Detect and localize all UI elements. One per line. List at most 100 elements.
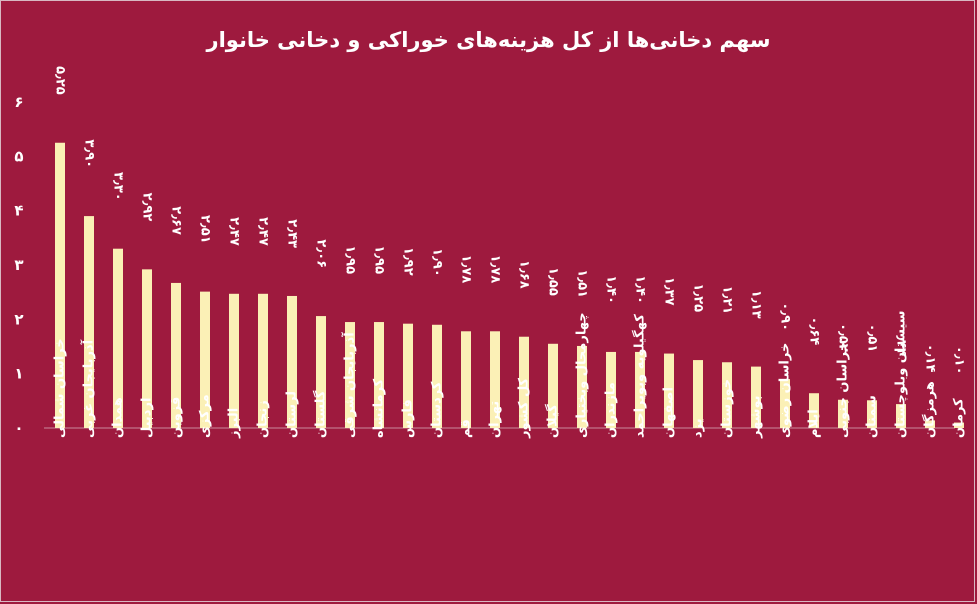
value-label: ۱٫۹۵ [343,245,358,274]
bar [519,336,529,428]
category-label: کل کشور [517,377,532,439]
category-label: خوزستان [720,379,735,438]
bar [490,331,500,428]
category-label: هرمزگان [922,381,938,438]
bar [200,291,210,428]
bar [693,360,703,428]
value-label: ۰٫۴۴ [894,327,909,356]
bar [113,248,123,428]
category-label: لرستان [285,391,300,438]
category-label: تهران [488,401,503,438]
category-label: مازندران [604,382,619,438]
bar [635,351,645,428]
bars [55,142,964,428]
category-label: بوشهر [749,396,764,440]
category-label: زنجان [256,400,271,438]
value-label: ۳٫۳۰ [111,172,126,201]
bar [606,351,616,428]
value-label: ۲٫۰۶ [314,239,329,268]
value-label: ۰٫۶۴ [807,317,822,346]
category-labels: خراسان شمالی آذربایجان غربی همدان اردبیل قزو… [53,311,967,439]
category-label: کرمانشاه [372,378,387,438]
y-axis-ticks: ۰ ۱ ۲ ۳ ۴ ۵ ۶ [14,93,23,437]
value-label: ۲٫۴۳ [285,219,300,248]
y-tick-label: ۰ [14,419,23,437]
value-label: ۰٫۱۰ [952,346,967,375]
chart-title: سهم دخانی‌ها از کل هزینه‌های خوراکی و دخ… [206,28,771,52]
y-tick-label: ۴ [14,202,23,220]
bar [287,295,297,428]
bar [780,379,790,428]
value-label: ۱٫۶۸ [517,260,532,289]
category-label: کرمان [952,398,967,438]
bar [229,293,239,428]
bar [258,293,268,428]
bar [316,316,326,428]
category-label: ایلام [807,409,822,438]
category-label: خراسان جنوبی [836,342,851,438]
category-label: کهگیلویه وبویراحمد [632,314,648,438]
category-label: گلستان [313,390,329,438]
bar [664,353,674,428]
category-label: گیلان [545,404,561,438]
value-label: ۱٫۲۱ [720,286,735,315]
category-label: اردبیل [140,398,155,438]
value-label: ۱٫۴۰ [633,275,648,304]
value-label: ۱٫۵۱ [575,269,590,298]
value-label: ۰٫۵۱ [865,324,880,353]
value-label: ۰٫۹۰ [778,302,793,331]
category-label: قم [459,419,474,438]
y-tick-label: ۳ [14,256,23,274]
y-tick-label: ۱ [14,365,23,383]
bar [838,399,848,428]
bar [171,282,181,428]
value-label: ۱٫۷۸ [459,255,474,284]
bar [722,362,732,428]
bar [867,400,877,428]
value-label: ۱٫۹۰ [430,248,445,277]
y-tick-label: ۵ [14,147,23,165]
y-tick-label: ۲ [14,310,23,328]
bar [751,366,761,428]
value-label: ۲٫۴۷ [227,217,242,246]
value-label: ۱٫۳۷ [662,277,677,306]
category-label: قزوین [169,397,184,438]
category-label: خراسان رضوی [778,343,793,438]
category-label: چهارمحال وبختیاری [575,312,590,438]
value-labels: ۵٫۲۵ ۳٫۹۰ ۳٫۳۰ ۲٫۹۲ ۲٫۶۷ ۲٫۵۱ ۲٫۴۷ ۲٫۴۷ ۲٫۴۳ ۲٫۰۶… [53,66,967,374]
category-label: یزد [691,418,706,438]
bar [403,323,413,428]
value-label: ۰٫۱۴ [923,344,938,373]
category-label: سمنان [865,395,880,438]
bar [577,345,587,428]
category-label: آذربایجان شرقی [341,332,358,438]
value-label: ۲٫۹۲ [140,193,155,222]
category-label: اصفهان [662,387,677,438]
value-label: ۱٫۴۰ [604,275,619,304]
value-label: ۱٫۱۳ [749,290,764,319]
bar [809,393,819,428]
bar [374,322,384,428]
bar [925,420,935,428]
category-label: البرز [227,408,242,439]
category-label: کردستان [430,381,445,438]
bar [345,322,355,428]
bar [461,331,471,428]
value-label: ۵٫۲۵ [53,66,68,95]
value-label: ۱٫۲۵ [691,283,706,312]
value-label: ۰٫۵۲ [836,323,851,352]
category-label: همدان [111,397,126,438]
bar [432,324,442,428]
value-label: ۱٫۹۵ [372,245,387,274]
value-label: ۲٫۵۱ [198,215,213,244]
value-label: ۱٫۹۲ [401,247,416,276]
value-label: ۱٫۷۸ [488,255,503,284]
bar [142,269,152,428]
y-tick-label: ۶ [14,93,23,111]
bar [896,404,906,428]
category-label: مرکزی [198,394,213,438]
value-label: ۳٫۹۰ [82,139,97,168]
category-label: فارس [401,399,416,438]
